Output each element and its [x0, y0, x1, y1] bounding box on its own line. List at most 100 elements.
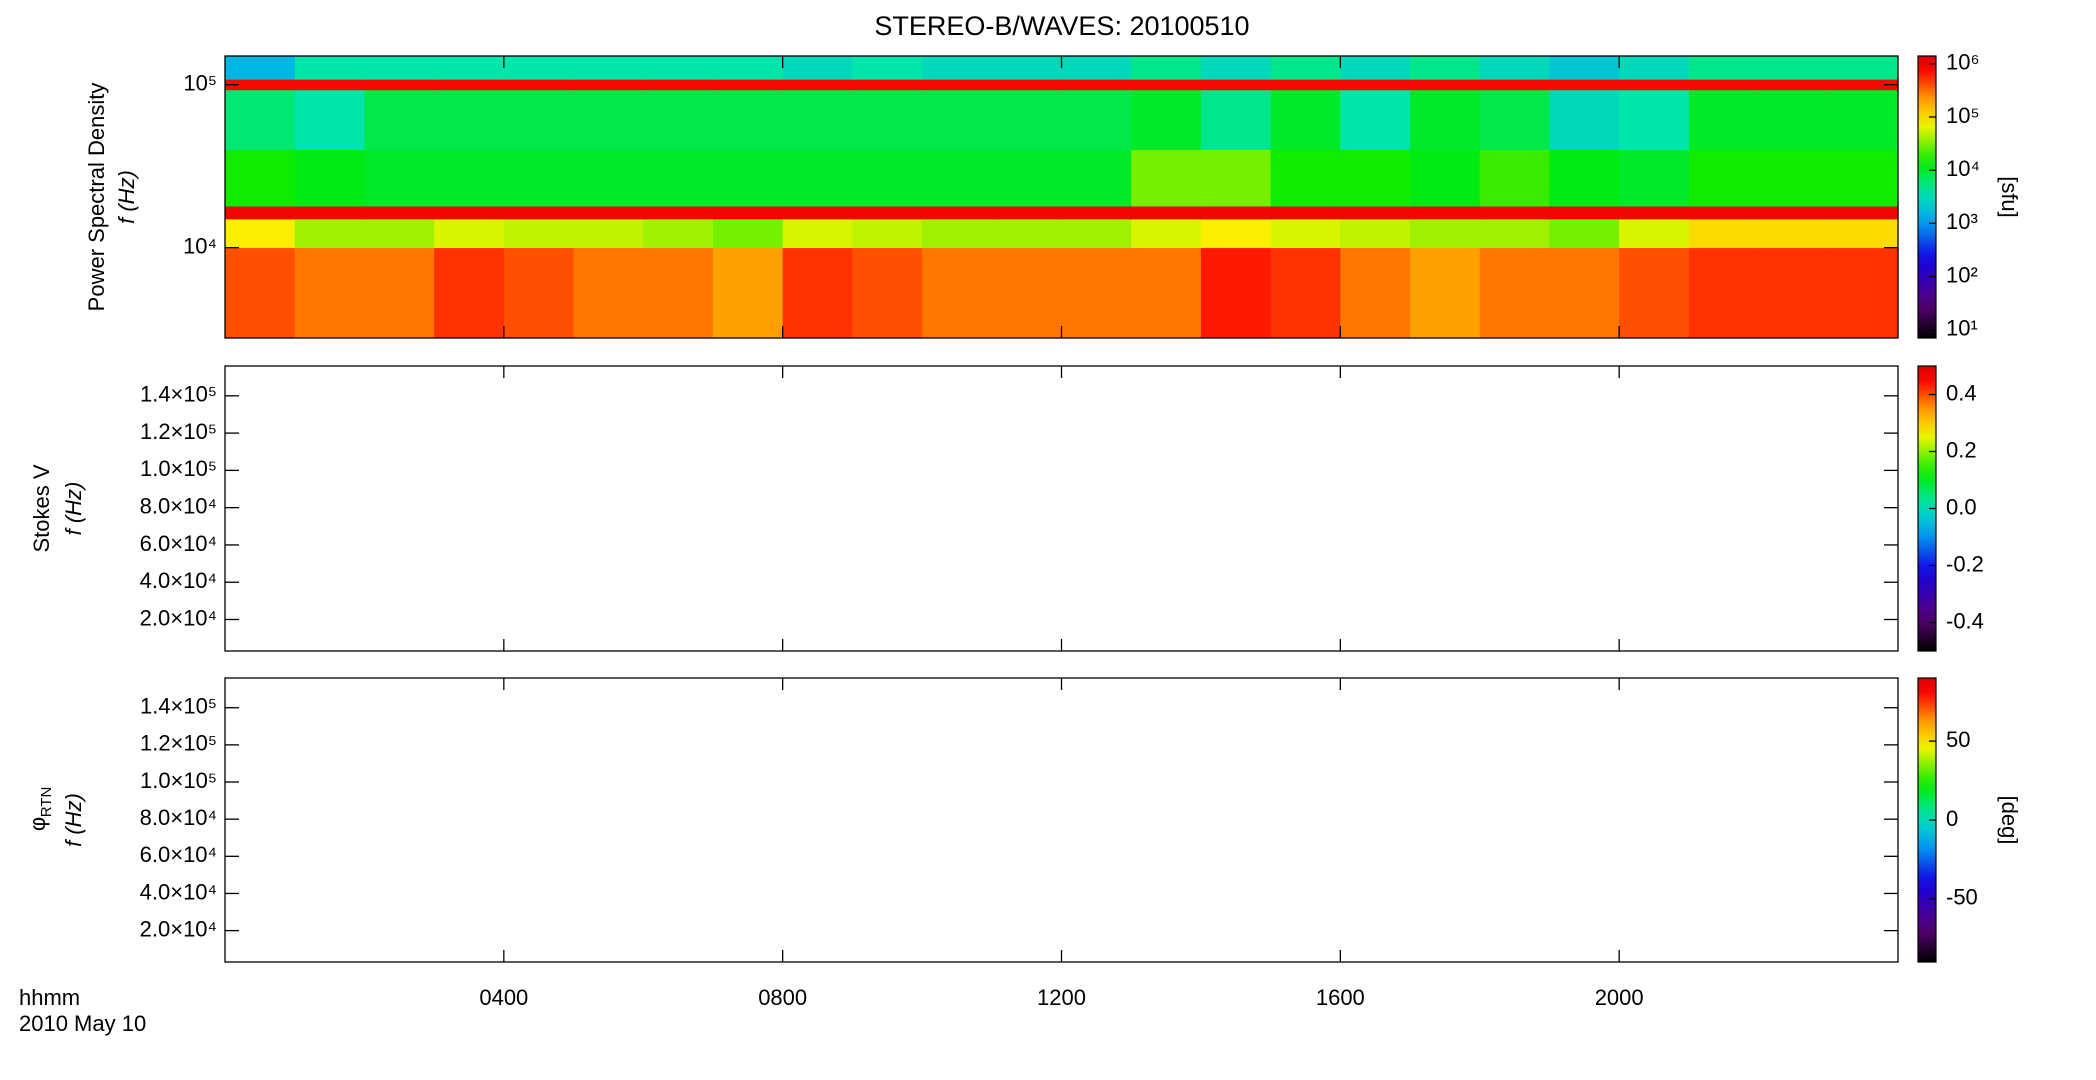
heatmap-cell: [782, 206, 853, 220]
heatmap-cell: [1828, 56, 1899, 80]
heatmap-cell: [434, 56, 505, 80]
plot-frame: [224, 365, 1899, 652]
heatmap-cell: [503, 56, 575, 80]
heatmap-cell: [643, 56, 714, 80]
heatmap-cell: [573, 149, 644, 207]
heatmap-cell: [573, 56, 644, 80]
y-tick-label: 6.0×10⁴: [140, 842, 217, 867]
heatmap-cell: [991, 149, 1063, 207]
y-tick-label: 1.0×10⁵: [140, 768, 217, 793]
heatmap-cell: [1410, 89, 1481, 150]
heatmap-cell: [1200, 218, 1272, 249]
heatmap-cell: [1200, 79, 1272, 91]
heatmap-cell: [1270, 79, 1341, 91]
heatmap-cell: [1549, 218, 1620, 249]
heatmap-cell: [1619, 247, 1690, 339]
heatmap-cell: [225, 206, 296, 220]
heatmap-cell: [1758, 149, 1829, 207]
heatmap-cell: [364, 218, 435, 249]
heatmap-cell: [294, 218, 366, 249]
heatmap-cell: [922, 247, 993, 339]
heatmap-cell: [1270, 247, 1341, 339]
heatmap-cell: [573, 206, 644, 220]
y-axis-label: φ: [25, 817, 50, 831]
colorbar-tick-label: -0.2: [1946, 551, 1984, 576]
heatmap-cell: [782, 79, 853, 91]
heatmap-cell: [991, 206, 1063, 220]
heatmap-cell: [643, 218, 714, 249]
heatmap-cell: [1410, 56, 1481, 80]
colorbar-tick-label: 10⁶: [1946, 50, 1980, 75]
heatmap-cell: [1200, 247, 1272, 339]
heatmap-cell: [1479, 247, 1551, 339]
heatmap-cell: [434, 206, 505, 220]
heatmap-cell: [294, 247, 366, 339]
heatmap-cell: [1758, 206, 1829, 220]
heatmap-cell: [1061, 206, 1132, 220]
heatmap-cell: [1061, 89, 1132, 150]
heatmap-cell: [991, 218, 1063, 249]
colorbar-label: [sfu]: [1997, 176, 2022, 218]
heatmap-cell: [1549, 247, 1620, 339]
y-tick-label: 2.0×10⁴: [140, 916, 217, 941]
colorbar-tick-label: -50: [1946, 885, 1978, 910]
heatmap-cell: [1270, 206, 1341, 220]
heatmap-cell: [1410, 149, 1481, 207]
heatmap-cell: [922, 218, 993, 249]
heatmap-cell: [434, 149, 505, 207]
heatmap-cell: [434, 218, 505, 249]
x-tick-label: 1600: [1316, 985, 1365, 1010]
y-tick-label: 1.4×10⁵: [140, 382, 217, 407]
heatmap-cell: [1131, 206, 1202, 220]
colorbar-label: [deg]: [1997, 796, 2022, 845]
heatmap-cell: [1200, 56, 1272, 80]
heatmap-cell: [852, 218, 923, 249]
heatmap-cell: [1270, 218, 1341, 249]
heatmap-cell: [991, 247, 1063, 339]
heatmap-cell: [782, 56, 853, 80]
heatmap-cell: [1131, 89, 1202, 150]
heatmap-cell: [1549, 79, 1620, 91]
heatmap-cell: [643, 89, 714, 150]
heatmap-cell: [294, 206, 366, 220]
heatmap-cell: [991, 89, 1063, 150]
heatmap-cell: [1688, 149, 1760, 207]
heatmap-cell: [1619, 149, 1690, 207]
heatmap-cell: [1828, 149, 1899, 207]
heatmap-cell: [573, 247, 644, 339]
heatmap-cell: [1131, 247, 1202, 339]
heatmap-cell: [1270, 89, 1341, 150]
heatmap-cell: [1410, 206, 1481, 220]
heatmap-cell: [1131, 56, 1202, 80]
heatmap-cell: [225, 79, 296, 91]
heatmap-cell: [922, 89, 993, 150]
heatmap-cell: [434, 89, 505, 150]
colorbar-tick-label: -0.4: [1946, 608, 1984, 633]
heatmap-cell: [643, 247, 714, 339]
heatmap-cell: [1479, 79, 1551, 91]
y-tick-label: 8.0×10⁴: [140, 493, 217, 518]
heatmap-cell: [1340, 218, 1411, 249]
y-tick-label: 4.0×10⁴: [140, 568, 217, 593]
heatmap-cell: [1619, 79, 1690, 91]
heatmap-cell: [573, 89, 644, 150]
colorbar-tick-label: 10⁴: [1946, 156, 1980, 181]
heatmap-cell: [1340, 79, 1411, 91]
heatmap-cell: [1061, 56, 1132, 80]
y-axis-label: Power Spectral Density: [84, 83, 109, 312]
heatmap-cell: [1200, 206, 1272, 220]
heatmap-cell: [1340, 247, 1411, 339]
heatmap-cell: [852, 79, 923, 91]
colorbar-tick-label: 0: [1946, 806, 1958, 831]
heatmap-cell: [364, 206, 435, 220]
heatmap-cell: [643, 206, 714, 220]
heatmap-cell: [712, 149, 784, 207]
heatmap-cell: [852, 206, 923, 220]
x-tick-label: 0400: [479, 985, 528, 1010]
colorbar-tick-label: 10⁵: [1946, 103, 1980, 128]
heatmap-cell: [1619, 89, 1690, 150]
heatmap-cell: [364, 56, 435, 80]
heatmap-cell: [1061, 149, 1132, 207]
